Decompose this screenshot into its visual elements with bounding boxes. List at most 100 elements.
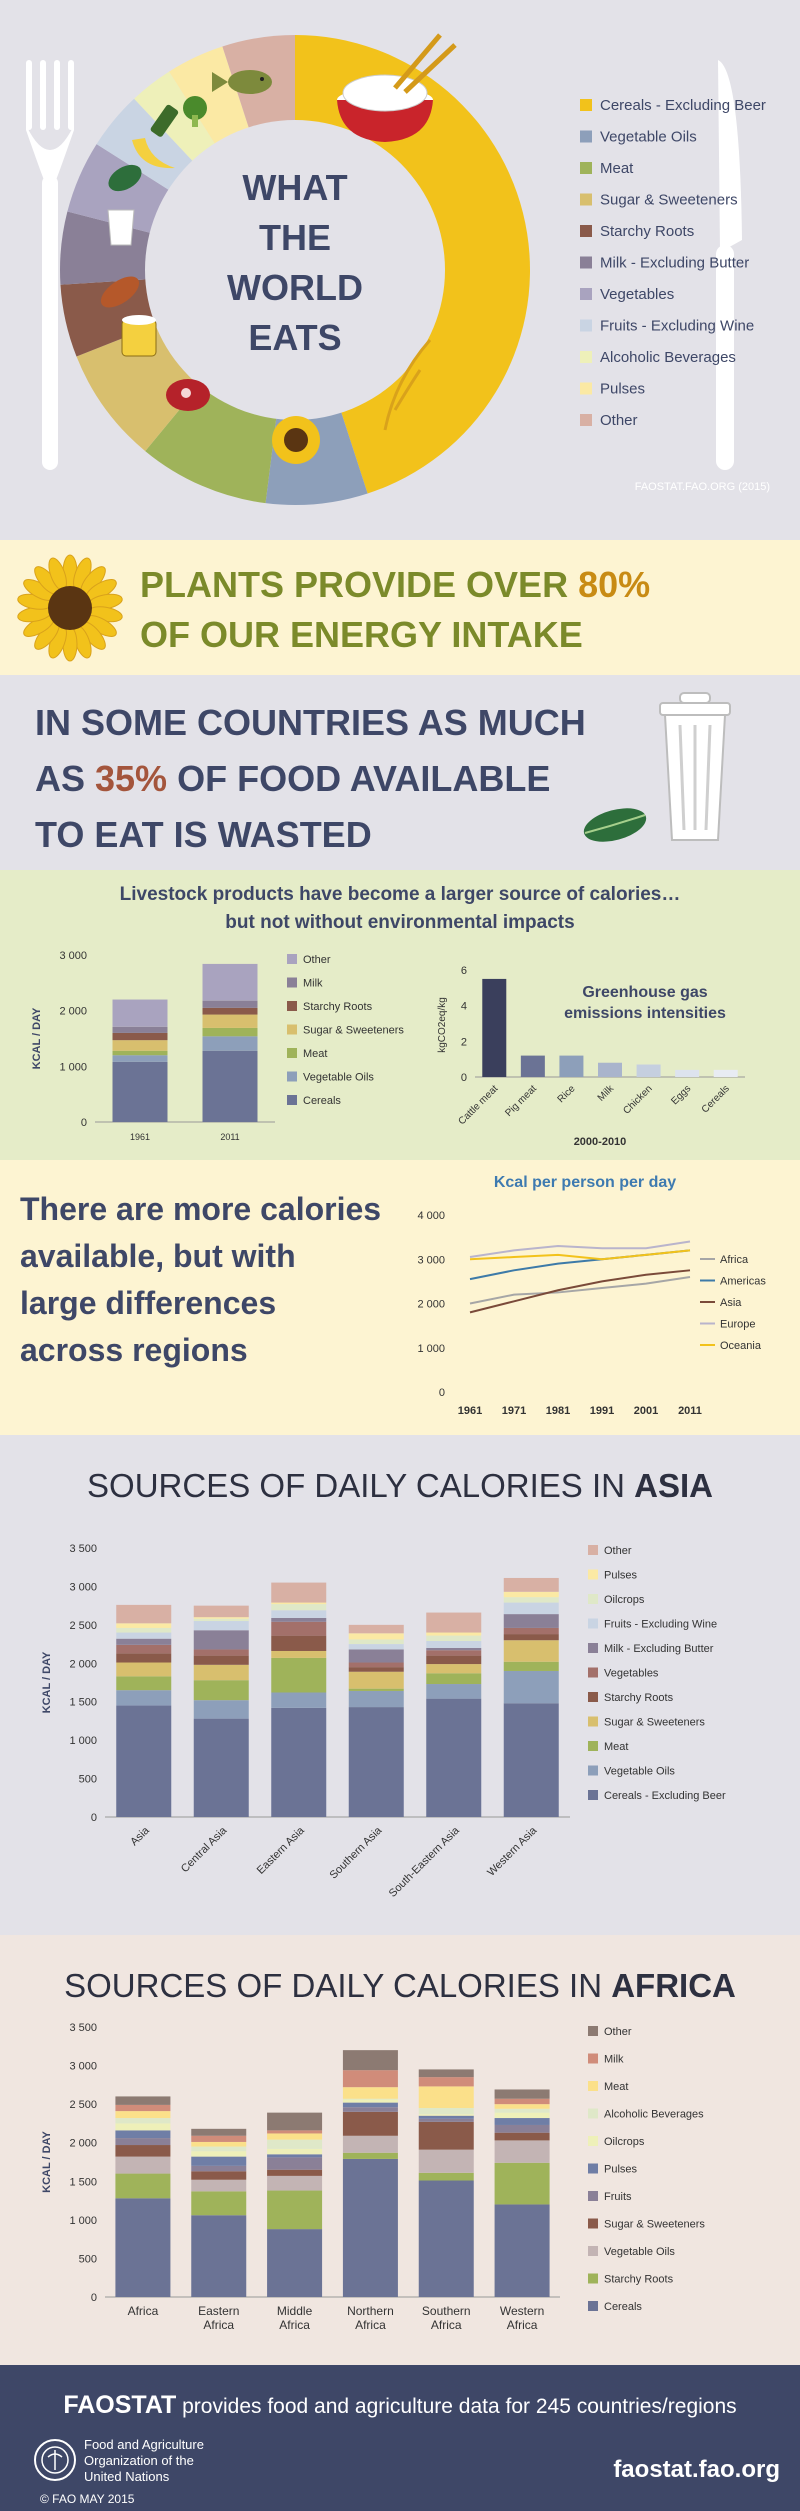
bar-segment <box>494 2108 550 2113</box>
bar-segment <box>112 1040 168 1051</box>
kcal-line-chart: Kcal per person per day 0 1 000 2 000 3 000 4… <box>417 1174 766 1417</box>
x-tick-label: 2011 <box>220 1132 239 1142</box>
regions-line-4: across regions <box>20 1332 248 1368</box>
bar-segment <box>267 2175 323 2191</box>
legend-label: Meat <box>303 1048 327 1060</box>
x-tick-label: Southern Asia <box>327 1824 385 1882</box>
bar-segment <box>494 2132 550 2141</box>
x-tick-label: 1971 <box>502 1405 526 1417</box>
bar-segment <box>418 2172 474 2181</box>
x-tick-label: Chicken <box>621 1083 654 1116</box>
legend-swatch <box>287 977 297 988</box>
legend-label: Cereals <box>303 1095 341 1107</box>
y-tick-label: 2 <box>461 1036 467 1048</box>
spinach-icon <box>108 164 142 192</box>
bar-segment <box>267 2133 323 2140</box>
y-tick-label: 1 000 <box>417 1343 445 1355</box>
bar-segment <box>267 2154 323 2158</box>
x-tick-label: Eastern Asia <box>255 1824 308 1877</box>
bar-segment <box>271 1657 327 1693</box>
plate-center <box>145 120 445 420</box>
legend-label: Vegetable Oils <box>303 1072 374 1084</box>
rice-bowl-icon <box>337 33 457 142</box>
regions-line-3: large differences <box>20 1285 276 1321</box>
bar-segment <box>426 1684 482 1699</box>
legend-label: Asia <box>720 1297 742 1309</box>
africa-title: SOURCES OF DAILY CALORIES IN AFRICA <box>64 1967 736 2004</box>
legend-swatch <box>580 225 592 237</box>
legend-swatch <box>588 2191 598 2201</box>
legend-label: Milk <box>303 978 323 990</box>
legend-swatch <box>580 130 592 143</box>
legend-swatch <box>580 162 592 174</box>
y-tick-label: 1 500 <box>69 2176 97 2188</box>
bar-segment <box>115 2104 171 2112</box>
bar-segment <box>494 2118 550 2125</box>
fao-logo-icon <box>34 2439 76 2481</box>
bar-segment <box>112 999 168 1027</box>
legend-label: Pulses <box>600 381 645 398</box>
legend-label: Other <box>604 2026 632 2038</box>
legend-swatch <box>588 1692 598 1702</box>
legend-swatch <box>588 1667 598 1678</box>
y-tick-label: 3 500 <box>69 1543 97 1555</box>
waste-line-2: AS 35% OF FOOD AVAILABLE <box>35 758 550 799</box>
x-tick-label: Africa <box>355 2318 386 2332</box>
bar-segment <box>426 1647 482 1651</box>
bar-segment <box>348 1671 404 1689</box>
bar-segment <box>342 2087 398 2099</box>
bar-segment <box>115 2198 171 2297</box>
legend-swatch <box>588 1569 598 1580</box>
bar-segment <box>418 2149 474 2173</box>
bar-segment <box>503 1640 559 1662</box>
legend-swatch <box>588 1741 598 1751</box>
bar-segment <box>115 2173 171 2199</box>
y-tick-label: 2 000 <box>69 1658 97 1670</box>
bar-segment <box>503 1597 559 1603</box>
bar-segment <box>426 1664 482 1674</box>
x-tick-label: Africa <box>203 2318 234 2332</box>
bar-segment <box>112 1061 168 1122</box>
legend-swatch <box>588 2301 598 2311</box>
legend-swatch <box>588 2136 598 2146</box>
bar-segment <box>116 1638 172 1645</box>
bar-segment <box>115 2111 171 2119</box>
bar-segment <box>193 1700 249 1719</box>
y-tick-label: 3 000 <box>417 1254 445 1266</box>
legend-label: Other <box>600 412 638 429</box>
bar-segment <box>191 2146 247 2152</box>
bar-segment <box>418 2114 474 2116</box>
bar-segment <box>348 1639 404 1645</box>
bar-segment <box>267 2229 323 2297</box>
legend-label: Starchy Roots <box>604 2274 674 2286</box>
bar-segment <box>193 1649 249 1656</box>
footer-url-link[interactable]: faostat.fao.org <box>613 2456 780 2483</box>
spinach-leaf-icon <box>583 808 647 842</box>
bar-segment <box>418 2121 474 2150</box>
bar-segment <box>271 1621 327 1636</box>
bar-segment <box>191 2141 247 2147</box>
legend-label: Vegetables <box>604 1668 659 1680</box>
ghg-title: emissions intensities <box>564 1005 726 1022</box>
legend-label: Milk <box>604 2054 624 2066</box>
regions-section: There are more calories available, but w… <box>0 1160 800 1435</box>
bar-segment <box>494 2098 550 2105</box>
bar-segment <box>191 2156 247 2166</box>
y-axis-label: KCAL / DAY <box>31 1007 43 1069</box>
bar-segment <box>271 1610 327 1618</box>
bar-segment <box>418 2118 474 2122</box>
bar-segment <box>193 1617 249 1619</box>
hero-title-line-1: WHAT <box>242 167 347 208</box>
bar-segment <box>348 1667 404 1672</box>
legend-label: Sugar & Sweeteners <box>604 1717 705 1729</box>
bar-segment <box>494 2162 550 2205</box>
legend-label: Oceania <box>720 1340 762 1352</box>
bar-segment <box>191 2215 247 2297</box>
sunflower-icon <box>272 416 320 464</box>
series-line <box>469 1249 691 1261</box>
legend-label: Sugar & Sweeteners <box>303 1025 404 1037</box>
bar-segment <box>193 1605 249 1618</box>
legend-swatch <box>287 1024 297 1035</box>
legend-swatch <box>588 1594 598 1604</box>
bar-segment <box>342 2102 398 2108</box>
